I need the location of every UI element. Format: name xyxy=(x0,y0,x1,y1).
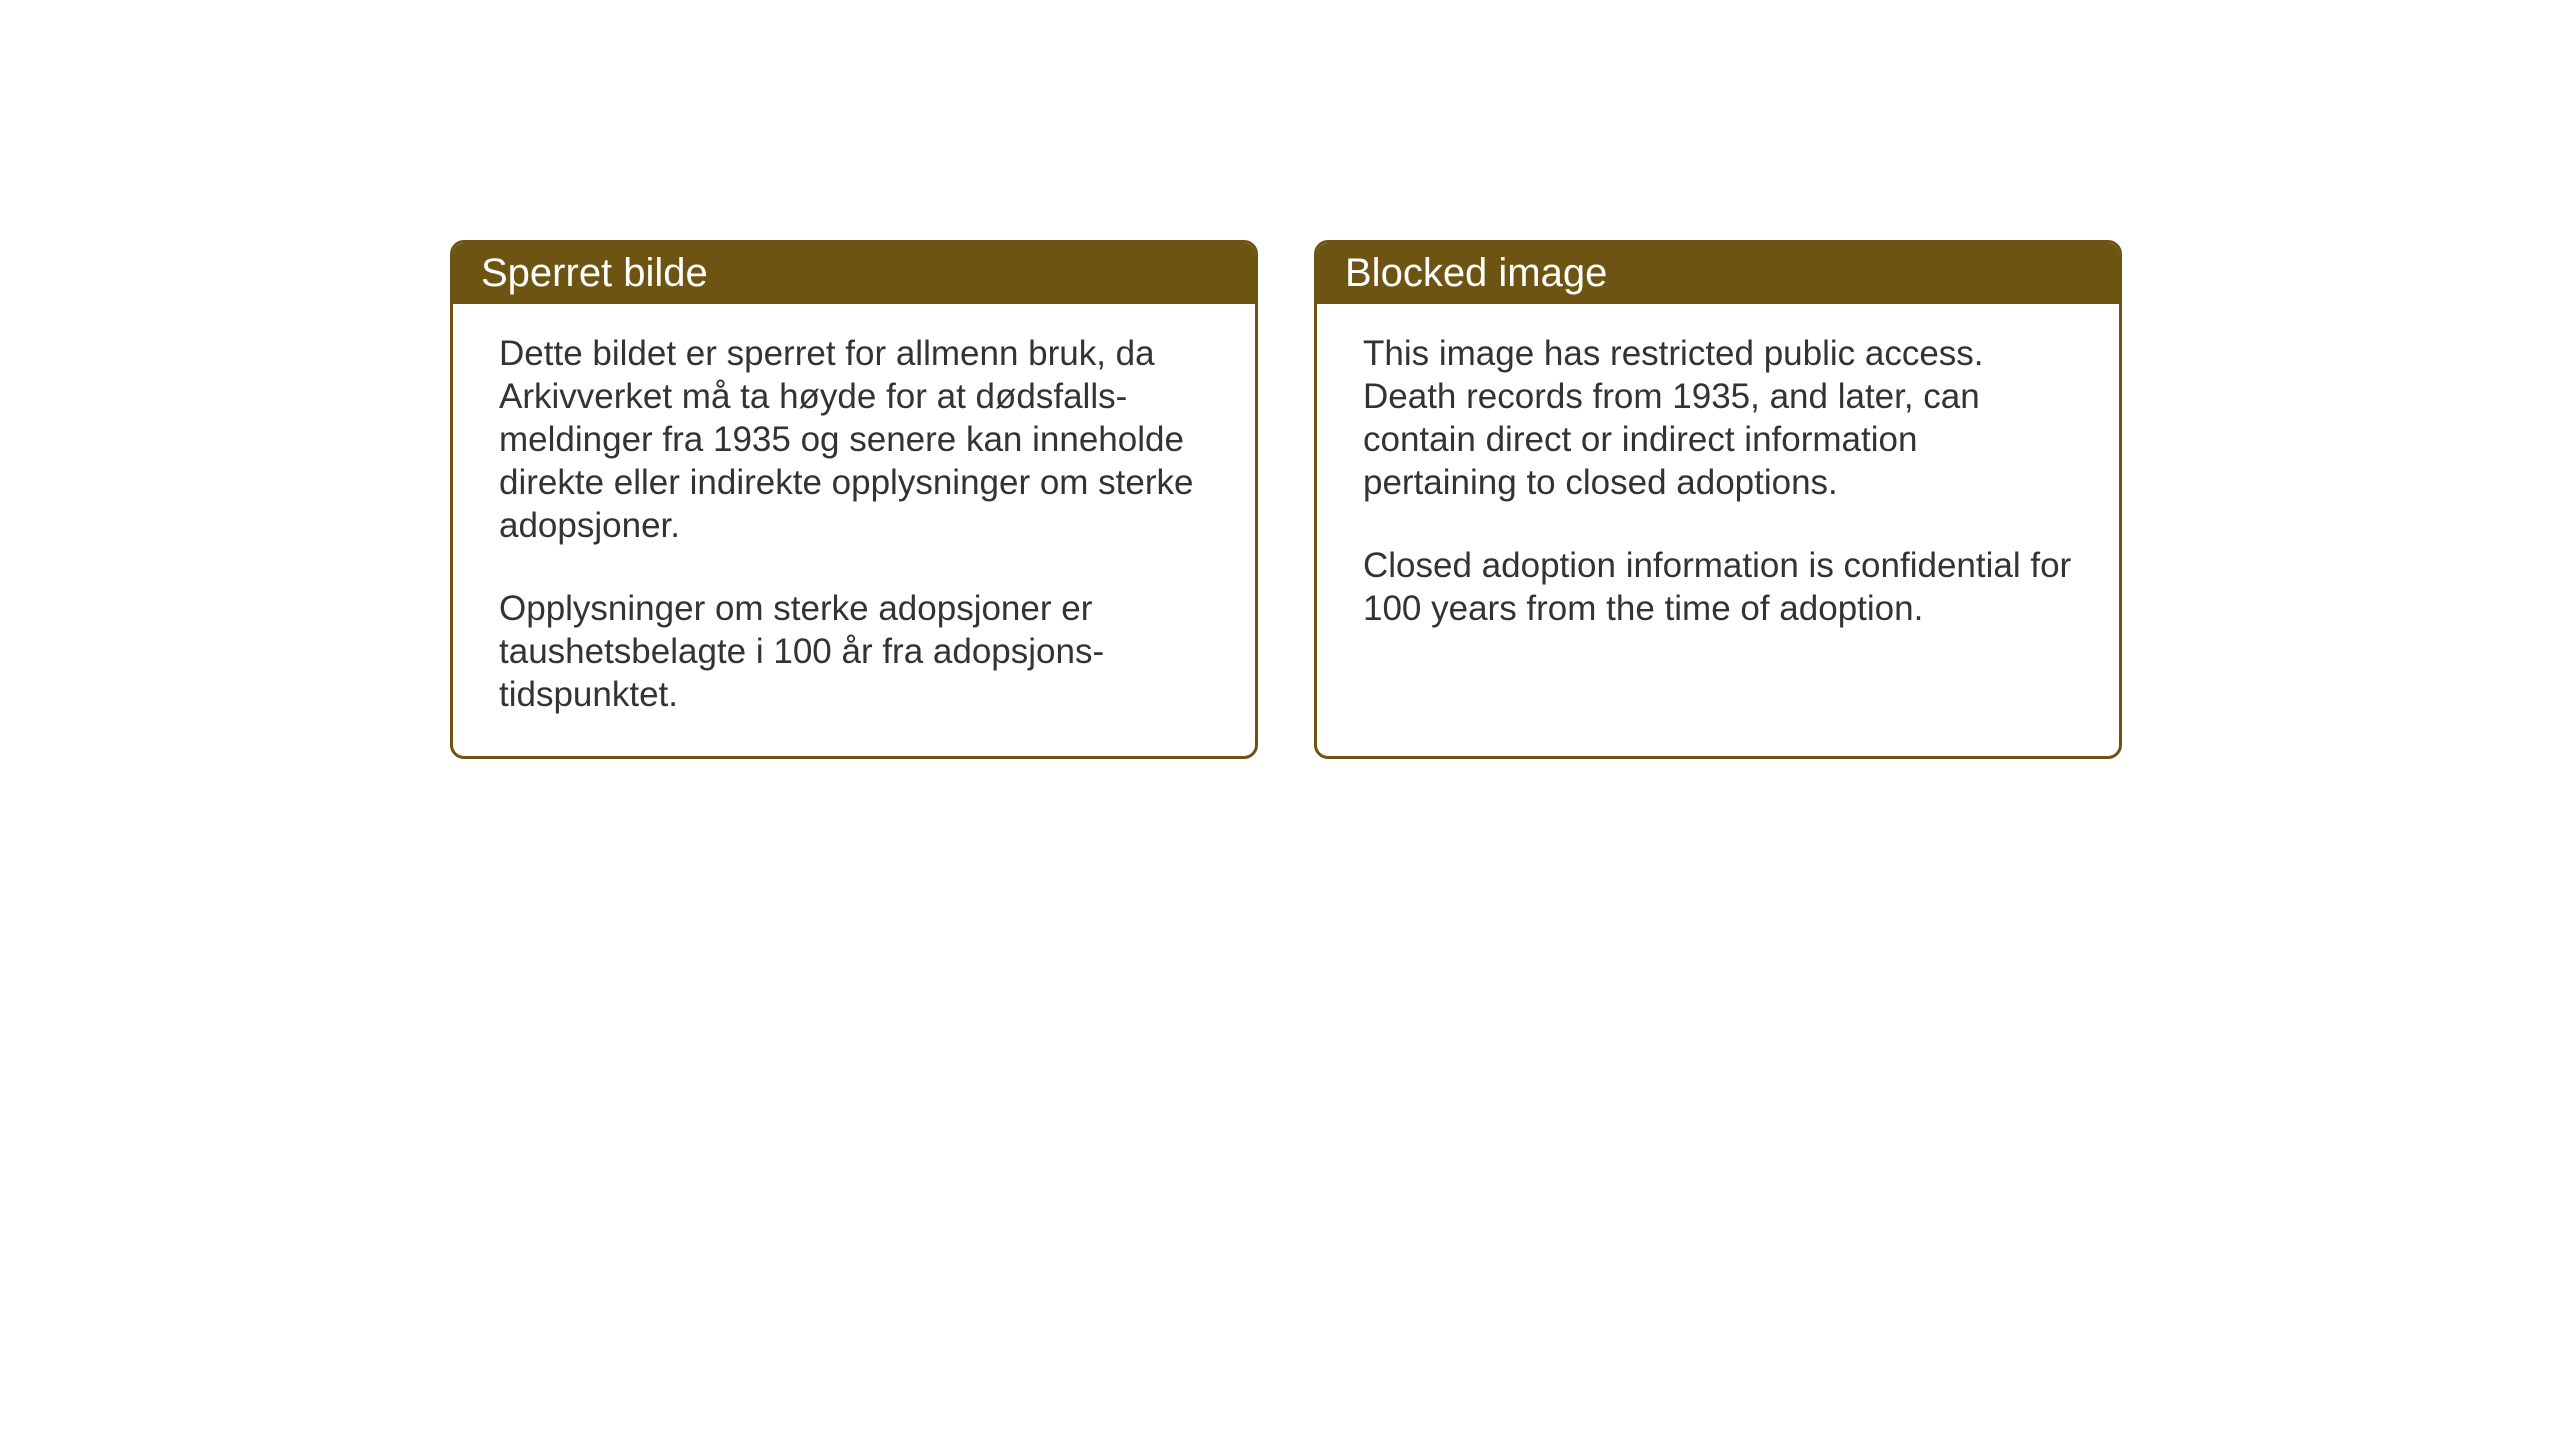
notice-card-english: Blocked image This image has restricted … xyxy=(1314,240,2122,759)
card-title-norwegian: Sperret bilde xyxy=(453,243,1255,304)
card-paragraph-2-norwegian: Opplysninger om sterke adopsjoner er tau… xyxy=(499,587,1209,716)
card-body-norwegian: Dette bildet er sperret for allmenn bruk… xyxy=(453,304,1255,756)
card-title-english: Blocked image xyxy=(1317,243,2119,304)
card-paragraph-1-english: This image has restricted public access.… xyxy=(1363,332,2073,504)
notice-card-norwegian: Sperret bilde Dette bildet er sperret fo… xyxy=(450,240,1258,759)
card-paragraph-2-english: Closed adoption information is confident… xyxy=(1363,544,2073,630)
card-body-english: This image has restricted public access.… xyxy=(1317,304,2119,670)
notice-container: Sperret bilde Dette bildet er sperret fo… xyxy=(450,240,2122,759)
card-paragraph-1-norwegian: Dette bildet er sperret for allmenn bruk… xyxy=(499,332,1209,547)
